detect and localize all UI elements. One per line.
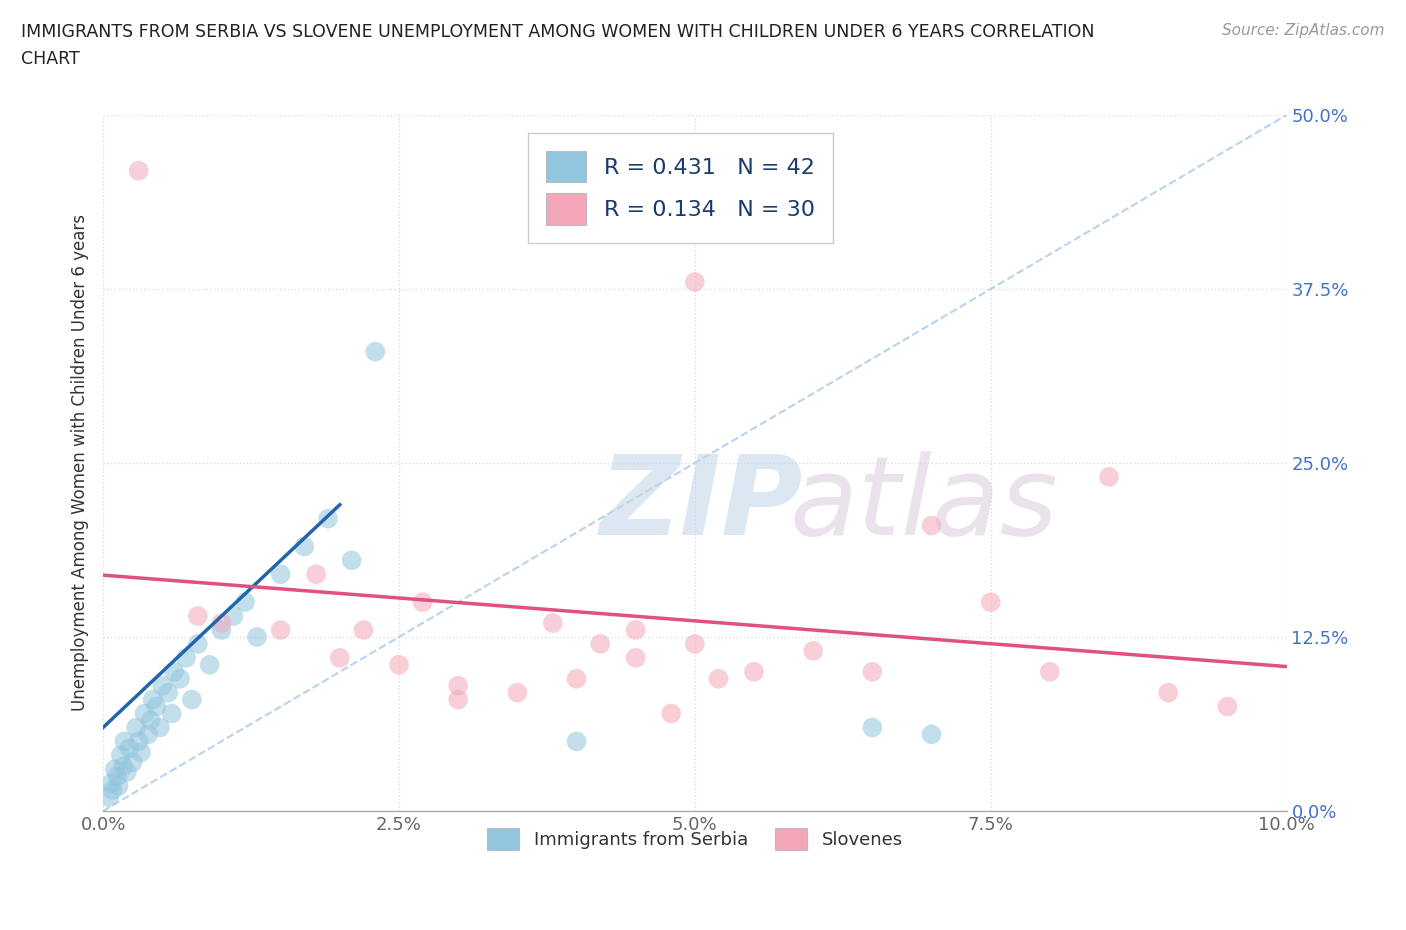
Point bbox=[270, 622, 292, 637]
Point bbox=[624, 650, 647, 665]
Point bbox=[180, 692, 202, 707]
Point bbox=[541, 616, 564, 631]
Point bbox=[174, 650, 197, 665]
Point bbox=[157, 685, 180, 700]
Point bbox=[565, 671, 588, 686]
Point bbox=[114, 734, 136, 749]
Point bbox=[292, 539, 315, 554]
Point bbox=[388, 658, 411, 672]
Text: IMMIGRANTS FROM SERBIA VS SLOVENE UNEMPLOYMENT AMONG WOMEN WITH CHILDREN UNDER 6: IMMIGRANTS FROM SERBIA VS SLOVENE UNEMPL… bbox=[21, 23, 1095, 68]
Point bbox=[187, 636, 209, 651]
Point bbox=[1157, 685, 1180, 700]
Point bbox=[104, 762, 127, 777]
Point bbox=[128, 734, 150, 749]
Y-axis label: Unemployment Among Women with Children Under 6 years: Unemployment Among Women with Children U… bbox=[72, 215, 89, 711]
Point bbox=[169, 671, 191, 686]
Point bbox=[187, 608, 209, 623]
Point bbox=[121, 755, 143, 770]
Legend: Immigrants from Serbia, Slovenes: Immigrants from Serbia, Slovenes bbox=[479, 821, 910, 857]
Text: ZIP: ZIP bbox=[600, 451, 804, 558]
Point bbox=[860, 720, 883, 735]
Point bbox=[110, 748, 132, 763]
Point bbox=[364, 344, 387, 359]
Point bbox=[624, 622, 647, 637]
Point bbox=[145, 699, 167, 714]
Point bbox=[233, 594, 256, 609]
Point bbox=[129, 745, 152, 760]
Point bbox=[565, 734, 588, 749]
Point bbox=[98, 790, 121, 804]
Point bbox=[742, 664, 765, 679]
Point bbox=[316, 512, 339, 526]
Text: atlas: atlas bbox=[790, 451, 1059, 558]
Point bbox=[150, 678, 173, 693]
Point bbox=[683, 274, 706, 289]
Point bbox=[921, 518, 943, 533]
Point bbox=[707, 671, 730, 686]
Point bbox=[860, 664, 883, 679]
Point bbox=[142, 692, 165, 707]
Point bbox=[105, 769, 128, 784]
Point bbox=[683, 636, 706, 651]
Point bbox=[100, 776, 122, 790]
Point bbox=[198, 658, 221, 672]
Point bbox=[107, 778, 129, 793]
Point bbox=[305, 567, 328, 582]
Point bbox=[447, 678, 470, 693]
Point bbox=[149, 720, 172, 735]
Point bbox=[1216, 699, 1239, 714]
Point bbox=[921, 727, 943, 742]
Point bbox=[801, 644, 824, 658]
Point bbox=[506, 685, 529, 700]
Point bbox=[118, 741, 141, 756]
Point bbox=[980, 594, 1002, 609]
Point bbox=[412, 594, 434, 609]
Point bbox=[160, 706, 183, 721]
Point bbox=[163, 664, 186, 679]
Point bbox=[211, 616, 233, 631]
Point bbox=[101, 783, 124, 798]
Point bbox=[659, 706, 682, 721]
Point bbox=[329, 650, 352, 665]
Point bbox=[270, 567, 292, 582]
Point bbox=[1039, 664, 1062, 679]
Point bbox=[136, 727, 159, 742]
Point bbox=[139, 713, 162, 728]
Point bbox=[447, 692, 470, 707]
Point bbox=[128, 164, 150, 179]
Point bbox=[125, 720, 148, 735]
Point bbox=[246, 630, 269, 644]
Point bbox=[1098, 470, 1121, 485]
Point bbox=[115, 764, 138, 779]
Text: Source: ZipAtlas.com: Source: ZipAtlas.com bbox=[1222, 23, 1385, 38]
Point bbox=[340, 553, 363, 568]
Point bbox=[112, 759, 135, 774]
Point bbox=[134, 706, 156, 721]
Point bbox=[353, 622, 375, 637]
Point bbox=[211, 622, 233, 637]
Point bbox=[222, 608, 245, 623]
Point bbox=[589, 636, 612, 651]
